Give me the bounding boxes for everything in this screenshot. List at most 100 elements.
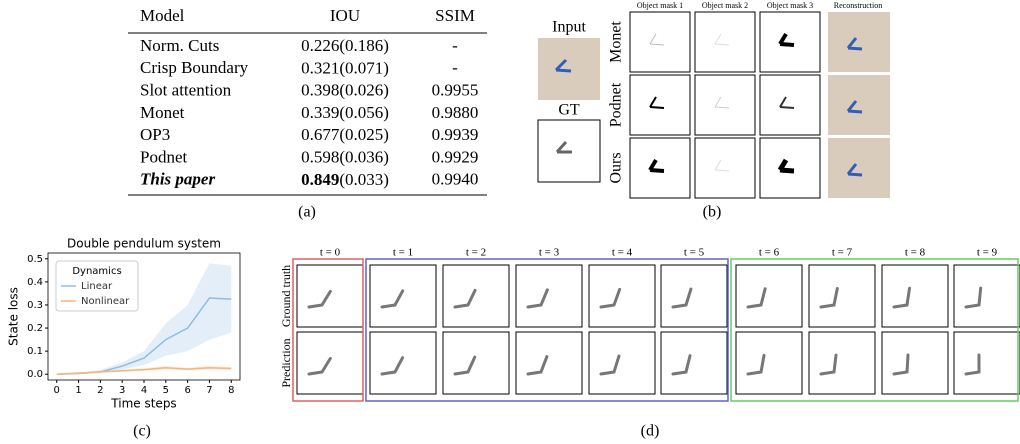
x-tick-label: 6	[184, 385, 190, 396]
iou-sd: (0.056)	[339, 103, 389, 122]
frame	[954, 332, 1020, 394]
mask	[760, 75, 820, 135]
column-label: Reconstruction	[834, 1, 882, 10]
step-label: t = 8	[905, 247, 926, 259]
input-image	[538, 38, 600, 100]
x-tick-label: 5	[163, 385, 169, 396]
frame	[736, 332, 802, 394]
step-label: t = 6	[759, 247, 780, 259]
row-label: Monet	[608, 21, 625, 63]
frame	[589, 332, 655, 394]
gt-label: GT	[558, 102, 580, 119]
mask	[630, 12, 690, 72]
ssim-cell: -	[452, 58, 458, 77]
reconstruction	[828, 12, 890, 72]
iou-sd: (0.033)	[339, 170, 389, 189]
y-tick-label: 0.3	[27, 300, 43, 311]
iou-sd: (0.025)	[339, 125, 389, 144]
step-label: t = 0	[320, 247, 341, 259]
iou-sd: (0.186)	[339, 36, 389, 55]
iou-mean: 0.849	[301, 170, 339, 189]
iou-mean: 0.339	[301, 103, 339, 122]
frame	[370, 332, 436, 394]
column-label: Object mask 2	[702, 1, 748, 10]
iou-sd: (0.071)	[339, 58, 389, 77]
model-name: Crisp Boundary	[140, 58, 249, 77]
caption: (a)	[298, 204, 316, 221]
step-label: t = 1	[393, 247, 413, 259]
step-label: t = 7	[832, 247, 853, 259]
frame	[297, 332, 363, 394]
legend-title: Dynamics	[72, 266, 121, 277]
mask	[760, 12, 820, 72]
ssim-cell: 0.9929	[432, 147, 479, 166]
ssim-cell: 0.9880	[432, 103, 479, 122]
iou-mean: 0.677	[301, 125, 340, 144]
x-tick-label: 0	[54, 385, 60, 396]
iou-sd: (0.026)	[339, 81, 389, 100]
caption: (d)	[641, 423, 660, 440]
y-tick-label: 0.1	[27, 346, 43, 357]
frame	[443, 332, 509, 394]
legend-entry: Linear	[81, 281, 113, 292]
iou-mean: 0.226	[301, 36, 339, 55]
frame	[370, 265, 436, 327]
x-tick-label: 3	[119, 385, 125, 396]
x-axis-label: Time steps	[110, 397, 176, 411]
y-tick-label: 0.4	[27, 277, 43, 288]
frame	[954, 265, 1020, 327]
frame	[882, 265, 948, 327]
sequence-grid	[297, 265, 1020, 394]
iou-cell: 0.321(0.071)	[301, 58, 389, 77]
table-header: SSIM	[435, 6, 475, 25]
row-label: Prediction	[279, 338, 293, 387]
reconstruction	[828, 138, 890, 198]
step-label: t = 9	[977, 247, 998, 259]
gt-image	[538, 120, 600, 182]
ssim-cell: -	[452, 36, 458, 55]
model-name: Podnet	[140, 147, 188, 166]
frame	[443, 265, 509, 327]
step-label: t = 3	[539, 247, 560, 259]
frame	[589, 265, 655, 327]
mask	[630, 75, 690, 135]
chart-title: Double pendulum system	[67, 237, 221, 251]
caption: (c)	[133, 423, 151, 440]
iou-cell: 0.677(0.025)	[301, 125, 389, 144]
x-tick-label: 2	[97, 385, 103, 396]
model-name: Slot attention	[140, 81, 232, 100]
frame	[516, 332, 582, 394]
frame	[661, 332, 727, 394]
input-label: Input	[552, 19, 586, 36]
model-name: Norm. Cuts	[140, 36, 219, 55]
table-header: IOU	[330, 6, 360, 25]
y-axis-label: State loss	[7, 287, 21, 346]
iou-cell: 0.598(0.036)	[301, 147, 389, 166]
model-name: OP3	[140, 125, 170, 144]
mask	[630, 138, 690, 198]
frame	[297, 265, 363, 327]
ssim-cell: 0.9955	[432, 81, 479, 100]
frame	[809, 332, 875, 394]
iou-mean: 0.598	[301, 147, 339, 166]
table-header: Model	[140, 6, 185, 25]
x-tick-label: 4	[141, 385, 147, 396]
reconstruction	[828, 75, 890, 135]
row-label: Ours	[608, 152, 625, 183]
iou-cell: 0.226(0.186)	[301, 36, 389, 55]
step-label: t = 2	[466, 247, 486, 259]
iou-sd: (0.036)	[339, 147, 389, 166]
x-tick-label: 7	[206, 385, 212, 396]
y-tick-label: 0.2	[27, 323, 43, 334]
row-label: Podnet	[608, 82, 625, 127]
iou-mean: 0.321	[301, 58, 339, 77]
iou-mean: 0.398	[301, 81, 339, 100]
column-label: Object mask 3	[767, 1, 813, 10]
step-label: t = 4	[612, 247, 633, 259]
step-label: t = 5	[684, 247, 705, 259]
column-label: Object mask 1	[637, 1, 683, 10]
figure: ModelIOUSSIMNorm. Cuts0.226(0.186)-Crisp…	[0, 0, 1020, 444]
ssim-cell: 0.9939	[432, 125, 479, 144]
y-tick-label: 0.5	[27, 254, 43, 265]
frame	[516, 265, 582, 327]
